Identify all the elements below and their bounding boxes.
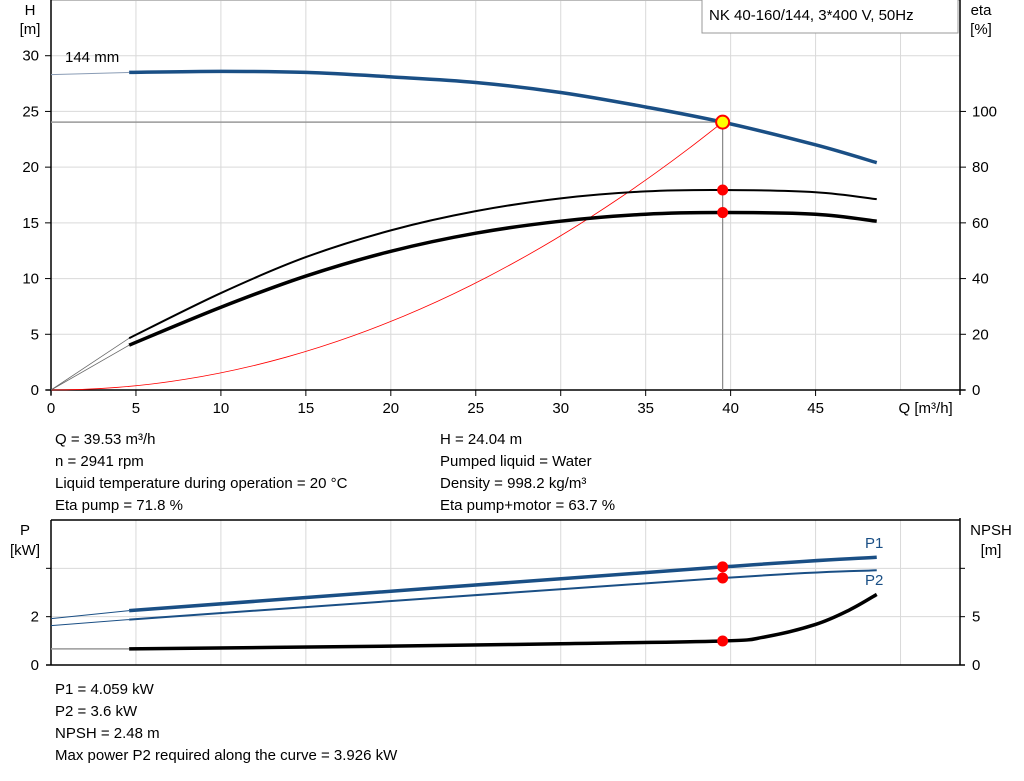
y-axis-label-left: H xyxy=(25,2,36,19)
info-max-power: Max power P2 required along the curve = … xyxy=(55,747,398,764)
eta-pump-curve xyxy=(128,188,877,340)
head-curve-extrapolated xyxy=(50,71,130,76)
y-tick-label-left: 2 xyxy=(31,609,39,626)
x-tick-label: 5 xyxy=(132,400,140,417)
y-tick-label-left: 30 xyxy=(22,48,39,65)
x-axis-label: Q [m³/h] xyxy=(899,400,953,417)
x-tick-label: 35 xyxy=(637,400,654,417)
info-top-right: H = 24.04 m Pumped liquid = Water Densit… xyxy=(440,429,615,517)
p1-marker xyxy=(717,561,729,573)
x-tick-label: 10 xyxy=(213,400,230,417)
p1-label: P1 xyxy=(865,535,883,552)
curve-label: 144 mm xyxy=(65,49,119,66)
y-tick-label-right: 20 xyxy=(972,326,989,343)
info-npsh: NPSH = 2.48 m xyxy=(55,725,160,742)
y-tick-label-left: 5 xyxy=(31,326,39,343)
info-eta-pump-motor: Eta pump+motor = 63.7 % xyxy=(440,497,616,514)
y-axis-unit-right: [m] xyxy=(981,542,1002,559)
eta-pump-marker xyxy=(717,184,729,196)
y-tick-label-left: 10 xyxy=(22,271,39,288)
x-tick-label: 20 xyxy=(382,400,399,417)
y-tick-label-left: 0 xyxy=(31,382,39,399)
info-p1: P1 = 4.059 kW xyxy=(55,681,154,698)
y-axis-unit-left: [m] xyxy=(20,21,41,38)
eta-pump-motor-curve-extrapolated xyxy=(50,344,130,391)
y-axis-label-right: NPSH xyxy=(970,522,1012,539)
p2-marker xyxy=(717,572,729,584)
y-axis-unit-left: [kW] xyxy=(10,542,40,559)
p1-curve-extrapolated xyxy=(50,610,130,620)
x-tick-label: 15 xyxy=(298,400,315,417)
y-axis-unit-right: [%] xyxy=(970,21,992,38)
npsh-marker xyxy=(717,635,729,647)
y-tick-label-right: 60 xyxy=(972,215,989,232)
title-box xyxy=(701,0,959,34)
p2-curve xyxy=(129,569,877,621)
p1-curve xyxy=(129,555,877,613)
y-tick-label-left: 20 xyxy=(22,159,39,176)
eta-pump-motor-marker xyxy=(717,207,729,219)
y-tick-label-right: 100 xyxy=(972,103,997,120)
p2-label: P2 xyxy=(865,572,883,589)
duty-point-marker xyxy=(715,114,731,130)
y-tick-label-left: 15 xyxy=(22,215,39,232)
x-tick-label: 25 xyxy=(467,400,484,417)
x-tick-label: 0 xyxy=(47,400,55,417)
y-tick-label-right: 80 xyxy=(972,159,989,176)
y-tick-label-right: 0 xyxy=(972,382,980,399)
y-axis-label-left: P xyxy=(20,522,30,539)
chart-title: NK 40-160/144, 3*400 V, 50Hz xyxy=(709,7,914,24)
info-top-left: Q = 39.53 m³/h n = 2941 rpm Liquid tempe… xyxy=(55,429,347,517)
y-tick-label-right: 5 xyxy=(972,609,980,626)
system-curve xyxy=(50,121,723,391)
npsh-curve xyxy=(129,592,878,651)
info-temp: Liquid temperature during operation = 20… xyxy=(55,475,348,492)
p2-curve-extrapolated xyxy=(50,619,130,627)
y-tick-label-right: 0 xyxy=(972,657,980,674)
info-p2: P2 = 3.6 kW xyxy=(55,703,138,720)
eta-pump-curve-extrapolated xyxy=(50,337,130,391)
info-eta-pump: Eta pump = 71.8 % xyxy=(55,497,183,514)
x-tick-label: 45 xyxy=(807,400,824,417)
info-q: Q = 39.53 m³/h xyxy=(55,431,156,448)
y-tick-label-left: 25 xyxy=(22,103,39,120)
info-n: n = 2941 rpm xyxy=(55,453,144,470)
y-tick-label-right: 40 xyxy=(972,271,989,288)
x-tick-label: 40 xyxy=(722,400,739,417)
info-density: Density = 998.2 kg/m³ xyxy=(440,475,587,492)
x-tick-label: 30 xyxy=(552,400,569,417)
y-axis-label-right: eta xyxy=(971,2,993,19)
eta-pump-motor-curve xyxy=(128,210,877,347)
head-curve xyxy=(129,69,878,165)
info-bottom: P1 = 4.059 kW P2 = 3.6 kW NPSH = 2.48 m … xyxy=(55,679,397,767)
info-liquid: Pumped liquid = Water xyxy=(440,453,592,470)
y-tick-label-left: 0 xyxy=(31,657,39,674)
info-h: H = 24.04 m xyxy=(440,431,523,448)
